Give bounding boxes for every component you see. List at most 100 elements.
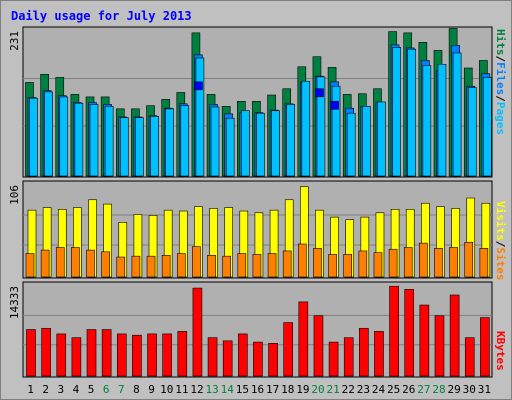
bar-top-pages-day-14 (225, 117, 235, 177)
x-label-day-24: 24 (372, 383, 386, 396)
bar-middle-sites-day-9 (146, 255, 156, 278)
bar-bottom-kbytes-day-17 (268, 343, 278, 377)
legend-middle: Visits/Sites (494, 201, 507, 281)
bar-bottom-kbytes-day-7 (116, 333, 127, 377)
bar-bottom-kbytes-day-23 (359, 327, 369, 377)
bar-bottom-kbytes-day-16 (253, 341, 263, 377)
x-label-day-30: 30 (463, 383, 476, 396)
bar-bottom-kbytes-day-28 (434, 315, 445, 377)
bar-middle-sites-day-24 (373, 252, 383, 278)
x-label-day-9: 9 (148, 383, 155, 396)
bar-top-pages-day-26 (407, 48, 417, 177)
x-label-day-27: 27 (417, 383, 430, 396)
legend-files: Files (494, 62, 507, 95)
bar-top-pages-day-24 (377, 101, 386, 177)
bar-bottom-kbytes-day-21 (328, 341, 339, 377)
bar-top-pages-day-4 (74, 102, 84, 177)
bar-top-pages-day-3 (59, 96, 69, 177)
bar-bottom-kbytes-day-6 (101, 329, 112, 377)
bar-bottom-kbytes-day-22 (343, 337, 354, 377)
x-label-day-10: 10 (160, 383, 173, 396)
bar-top-pages-day-27 (422, 65, 432, 177)
bar-top-pages-day-12 (195, 57, 205, 177)
bar-middle-sites-day-13 (207, 255, 216, 278)
bar-bottom-kbytes-day-8 (132, 334, 142, 377)
bar-bottom-kbytes-day-20 (313, 315, 324, 377)
bar-top-pages-day-19 (301, 80, 311, 177)
bar-bottom-kbytes-day-12 (192, 287, 203, 377)
bar-middle-sites-day-11 (176, 253, 186, 278)
highlight-top-day-20 (315, 88, 324, 98)
x-label-day-19: 19 (296, 383, 309, 396)
x-label-day-16: 16 (251, 383, 264, 396)
highlight-top-day-21 (330, 101, 339, 110)
bar-middle-sites-day-14 (222, 255, 231, 278)
bar-middle-sites-day-1 (25, 253, 35, 278)
bar-top-pages-day-15 (241, 110, 250, 177)
x-label-day-18: 18 (281, 383, 294, 396)
x-label-day-31: 31 (478, 383, 491, 396)
bar-bottom-kbytes-day-1 (26, 329, 36, 377)
highlight-top-day-12 (194, 81, 203, 91)
bar-top-pages-day-6 (104, 106, 114, 177)
bar-bottom-kbytes-day-30 (464, 337, 475, 377)
x-label-day-21: 21 (327, 383, 340, 396)
x-label-day-5: 5 (88, 383, 95, 396)
bar-bottom-kbytes-day-4 (71, 337, 82, 377)
bar-top-pages-day-5 (89, 104, 99, 177)
bar-top-pages-day-20 (316, 76, 326, 177)
bar-bottom-kbytes-day-19 (298, 301, 309, 377)
bar-middle-sites-day-19 (298, 243, 307, 278)
x-label-day-17: 17 (266, 383, 279, 396)
legend-hits: Hits (494, 29, 507, 56)
bar-middle-sites-day-3 (55, 247, 65, 278)
bar-top-pages-day-23 (362, 106, 371, 177)
bar-top-pages-day-21 (331, 85, 341, 177)
bar-top-pages-day-25 (392, 47, 401, 177)
legend-kbytes: KBytes (494, 331, 507, 371)
x-label-day-20: 20 (311, 383, 324, 396)
bar-middle-sites-day-17 (267, 253, 277, 278)
legend-top: Hits/Files/Pages (494, 29, 507, 135)
bar-middle-sites-day-4 (71, 247, 80, 278)
bar-bottom-kbytes-day-10 (162, 333, 172, 377)
legend-pages: Pages (494, 102, 507, 135)
bar-top-pages-day-9 (150, 116, 159, 177)
bar-bottom-kbytes-day-31 (480, 317, 490, 377)
x-label-day-28: 28 (432, 383, 445, 396)
x-label-day-15: 15 (236, 383, 249, 396)
bar-bottom-kbytes-day-29 (449, 294, 460, 377)
x-label-day-26: 26 (402, 383, 415, 396)
bar-bottom-kbytes-day-18 (283, 322, 293, 377)
x-label-day-2: 2 (42, 383, 49, 396)
bar-middle-sites-day-31 (479, 248, 489, 278)
x-label-day-3: 3 (58, 383, 65, 396)
bar-middle-sites-day-29 (449, 247, 458, 278)
bar-middle-sites-day-27 (419, 242, 428, 278)
bar-middle-sites-day-20 (313, 248, 322, 278)
x-label-day-25: 25 (387, 383, 400, 396)
bar-top-pages-day-28 (437, 63, 447, 177)
bar-middle-sites-day-23 (358, 250, 368, 278)
bars-layer (25, 28, 492, 377)
legend-sep-3: / (494, 241, 507, 248)
bar-top-pages-day-18 (286, 104, 295, 177)
x-label-day-14: 14 (221, 383, 235, 396)
bar-bottom-kbytes-day-26 (404, 289, 415, 377)
bar-top-pages-day-8 (135, 117, 144, 177)
bar-bottom-kbytes-day-15 (238, 333, 248, 377)
bar-middle-sites-day-2 (40, 249, 50, 278)
bar-top-pages-day-10 (165, 108, 174, 177)
bar-top-pages-day-17 (271, 110, 280, 177)
bar-bottom-kbytes-day-11 (177, 331, 188, 377)
legend-sep-1: / (494, 56, 507, 63)
legend-sites: Sites (494, 247, 507, 280)
bar-bottom-kbytes-day-13 (207, 337, 218, 377)
bar-middle-sites-day-16 (252, 254, 262, 278)
x-label-day-22: 22 (342, 383, 355, 396)
bar-bottom-kbytes-day-27 (419, 304, 430, 377)
legend-visits: Visits (494, 201, 507, 241)
bar-middle-sites-day-28 (434, 248, 443, 278)
x-label-day-6: 6 (103, 383, 110, 396)
